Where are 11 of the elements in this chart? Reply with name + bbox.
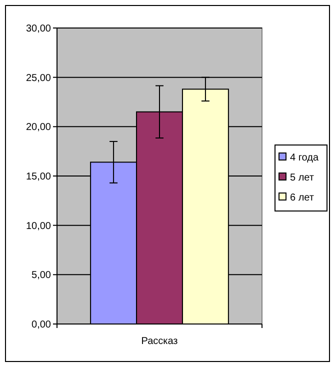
y-tick-label: 10,00 [26,220,52,232]
legend-label: 4 года [290,152,319,164]
y-tick-label: 15,00 [26,172,52,182]
y-tick-label: 0,00 [32,320,52,330]
legend-label: 5 лет [290,172,314,184]
y-tick-label: 25,00 [26,72,52,84]
x-axis-title: Рассказ [141,336,178,347]
y-tick-label: 30,00 [26,24,52,34]
legend-label: 6 лет [290,192,314,204]
y-tick-label: 20,00 [26,122,52,134]
y-tick-label: 5,00 [32,270,52,282]
